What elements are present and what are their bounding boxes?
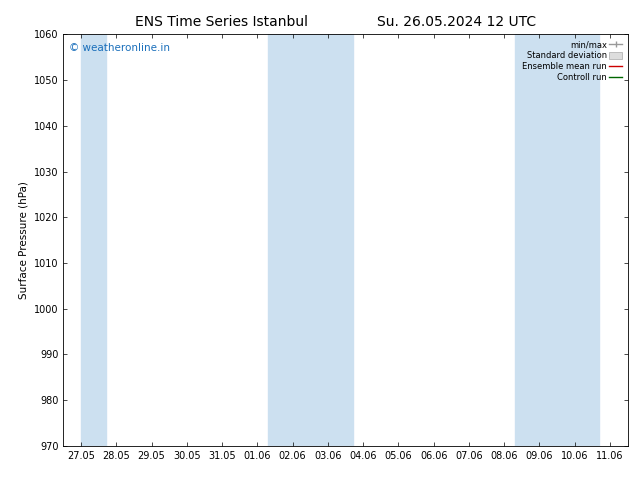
Legend: min/max, Standard deviation, Ensemble mean run, Controll run: min/max, Standard deviation, Ensemble me…: [521, 39, 623, 84]
Text: © weatheronline.in: © weatheronline.in: [69, 43, 170, 52]
Y-axis label: Surface Pressure (hPa): Surface Pressure (hPa): [18, 181, 29, 299]
Bar: [515, 34, 599, 446]
Text: ENS Time Series Istanbul: ENS Time Series Istanbul: [136, 15, 308, 29]
Bar: [268, 34, 353, 446]
Text: Su. 26.05.2024 12 UTC: Su. 26.05.2024 12 UTC: [377, 15, 536, 29]
Bar: [81, 34, 106, 446]
